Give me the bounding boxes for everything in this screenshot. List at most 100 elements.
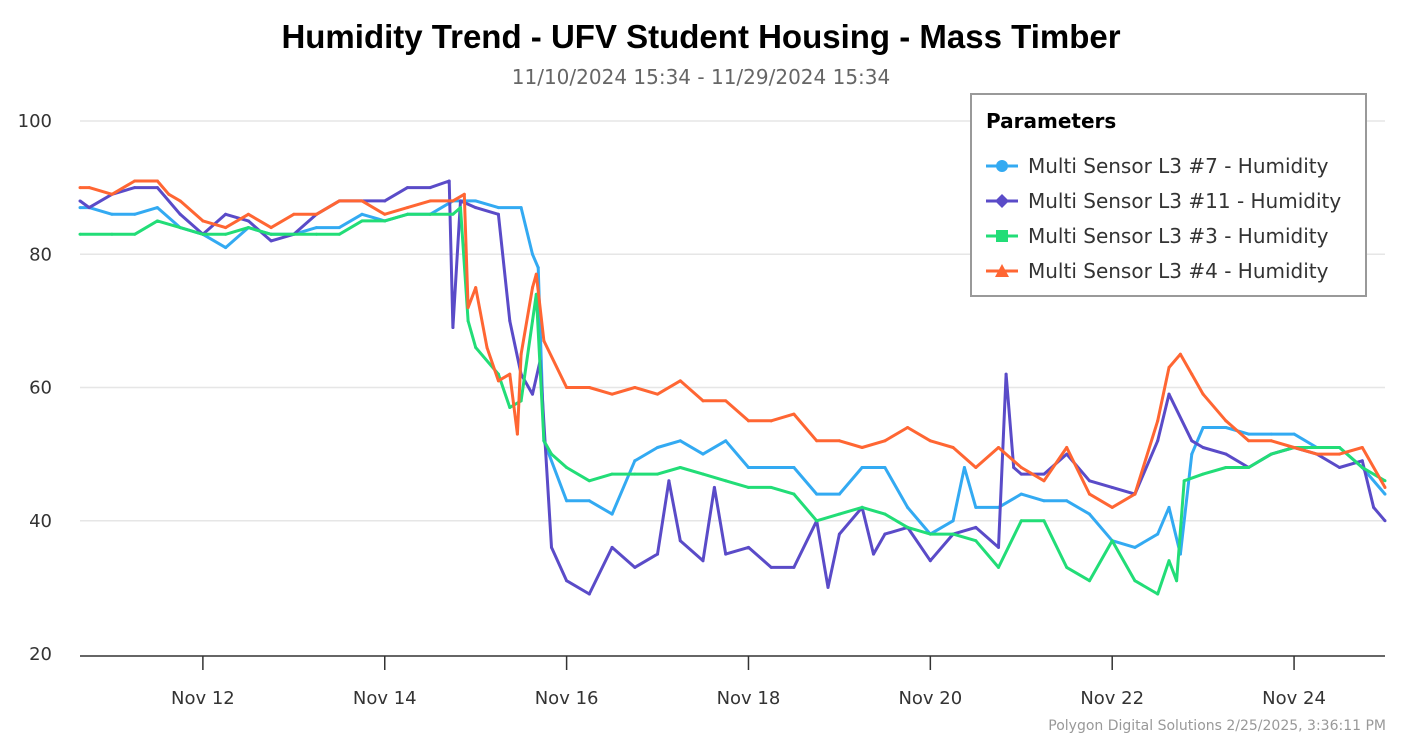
x-tick-label: Nov 16 xyxy=(535,688,599,709)
data-point xyxy=(462,192,466,196)
legend-label: Multi Sensor L3 #7 - Humidity xyxy=(1028,154,1329,178)
legend-item-sensor-4[interactable]: Multi Sensor L3 #4 - Humidity xyxy=(984,256,1328,286)
data-point xyxy=(1019,465,1023,469)
data-point xyxy=(78,199,82,203)
data-point xyxy=(633,386,637,389)
data-point xyxy=(724,439,728,443)
data-point xyxy=(496,379,500,383)
data-point xyxy=(701,472,705,476)
data-point xyxy=(906,505,910,509)
data-point xyxy=(1269,432,1273,436)
data-point xyxy=(815,519,819,523)
data-point xyxy=(746,545,750,549)
data-point xyxy=(224,226,228,230)
data-point xyxy=(837,512,841,516)
data-point xyxy=(315,232,319,236)
data-point xyxy=(1042,479,1046,483)
data-point xyxy=(610,472,614,476)
data-point xyxy=(610,392,614,396)
data-point xyxy=(724,399,728,403)
data-point xyxy=(542,339,546,343)
legend-item-sensor-7[interactable]: Multi Sensor L3 #7 - Humidity xyxy=(984,151,1328,181)
data-point xyxy=(701,559,705,563)
data-point xyxy=(826,585,830,589)
data-point xyxy=(474,286,478,290)
data-point xyxy=(224,246,228,250)
data-point xyxy=(246,226,250,230)
data-point xyxy=(549,545,553,549)
data-point xyxy=(1201,425,1205,429)
data-point xyxy=(1269,452,1273,456)
data-point xyxy=(337,232,341,236)
data-point xyxy=(815,439,819,443)
data-point xyxy=(269,232,273,236)
data-point xyxy=(656,392,660,396)
data-point xyxy=(178,199,182,203)
data-point xyxy=(292,232,296,236)
data-point xyxy=(667,479,671,483)
data-point xyxy=(837,492,841,496)
data-point xyxy=(178,226,182,230)
data-point xyxy=(1201,472,1205,476)
diamond-marker-icon xyxy=(986,194,1018,208)
y-tick-label: 20 xyxy=(29,644,52,665)
data-point xyxy=(155,206,159,210)
data-point xyxy=(565,465,569,469)
data-point xyxy=(1224,465,1228,469)
data-point xyxy=(1167,392,1171,396)
data-point xyxy=(860,505,864,509)
data-point xyxy=(928,532,932,536)
chart-credits[interactable]: Polygon Digital Solutions 2/25/2025, 3:3… xyxy=(1048,718,1386,734)
data-point xyxy=(515,432,519,436)
data-point xyxy=(883,465,887,469)
legend-item-sensor-3[interactable]: Multi Sensor L3 #3 - Humidity xyxy=(984,221,1328,251)
data-point xyxy=(974,525,978,529)
data-point xyxy=(1247,432,1251,436)
data-point xyxy=(633,459,637,463)
data-point xyxy=(201,232,205,236)
data-point xyxy=(883,439,887,443)
series-points-4 xyxy=(78,179,1387,509)
data-point xyxy=(1110,539,1114,543)
data-point xyxy=(1110,505,1114,509)
data-point xyxy=(224,212,228,216)
data-point xyxy=(951,445,955,449)
data-point xyxy=(1292,445,1296,449)
x-tick-label: Nov 20 xyxy=(898,688,962,709)
data-point xyxy=(1224,452,1228,456)
data-point xyxy=(1315,445,1319,449)
chart-title: Humidity Trend - UFV Student Housing - M… xyxy=(281,18,1121,55)
data-point xyxy=(201,219,205,223)
data-point xyxy=(519,206,523,210)
data-point xyxy=(610,545,614,549)
data-point xyxy=(536,266,540,270)
data-point xyxy=(1201,445,1205,449)
x-tick-label: Nov 12 xyxy=(171,688,235,709)
data-point xyxy=(549,452,553,456)
data-point xyxy=(974,539,978,543)
legend-item-sensor-11[interactable]: Multi Sensor L3 #11 - Humidity xyxy=(984,186,1341,216)
data-point xyxy=(1167,366,1171,370)
data-point xyxy=(837,439,841,443)
data-point xyxy=(133,186,137,190)
data-point xyxy=(1224,425,1228,429)
data-point xyxy=(656,445,660,449)
data-point xyxy=(508,372,512,376)
data-point xyxy=(1087,492,1091,496)
data-point xyxy=(133,179,137,183)
data-point xyxy=(656,552,660,556)
data-point xyxy=(633,472,637,476)
data-point xyxy=(724,479,728,483)
y-tick-label: 80 xyxy=(29,244,52,265)
data-point xyxy=(1383,492,1387,496)
data-point xyxy=(928,559,932,563)
data-point xyxy=(633,565,637,569)
data-point xyxy=(1156,592,1160,596)
data-point xyxy=(1175,579,1179,583)
data-point xyxy=(360,212,364,216)
data-point xyxy=(531,392,535,396)
data-point xyxy=(496,212,500,216)
data-point xyxy=(78,232,82,236)
data-point xyxy=(872,552,876,556)
data-point xyxy=(1065,452,1069,456)
